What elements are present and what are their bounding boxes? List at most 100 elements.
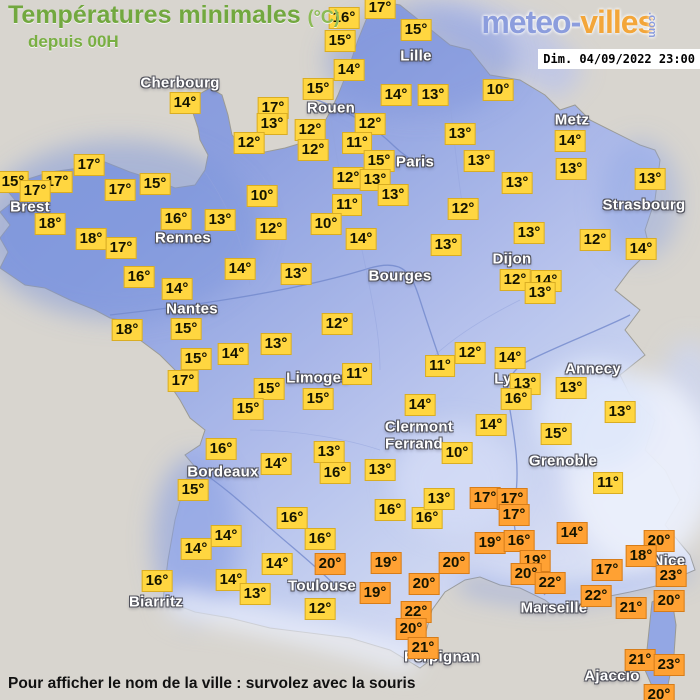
temp-badge[interactable]: 13° [256,113,288,135]
temp-badge[interactable]: 18° [34,213,66,235]
temp-badge[interactable]: 13° [634,168,666,190]
temp-badge[interactable]: 13° [239,583,271,605]
temp-badge[interactable]: 12° [297,139,329,161]
temp-badge[interactable]: 13° [430,234,462,256]
temp-badge[interactable]: 13° [204,209,236,231]
temp-badge[interactable]: 11° [332,194,362,216]
temp-badge[interactable]: 13° [313,441,345,463]
temp-badge[interactable]: 14° [625,238,657,260]
temp-badge[interactable]: 13° [501,172,533,194]
temp-badge[interactable]: 14° [169,92,201,114]
temp-badge[interactable]: 18° [625,545,657,567]
temp-badge[interactable]: 17° [591,559,623,581]
temp-badge[interactable]: 19° [370,552,402,574]
temp-badge[interactable]: 13° [555,377,587,399]
temp-badge[interactable]: 22° [580,585,612,607]
temp-badge[interactable]: 11° [593,472,623,494]
temp-badge[interactable]: 13° [359,169,391,191]
temp-badge[interactable]: 15° [540,423,572,445]
temp-badge[interactable]: 14° [260,453,292,475]
temp-badge[interactable]: 15° [302,388,334,410]
temp-badge[interactable]: 15° [139,173,171,195]
temp-badge[interactable]: 15° [180,348,212,370]
temp-badge[interactable]: 18° [111,319,143,341]
temp-badge[interactable]: 16° [304,528,336,550]
temp-badge[interactable]: 12° [579,229,611,251]
temp-badge[interactable]: 20° [643,684,675,700]
temp-badge[interactable]: 13° [260,333,292,355]
temp-badge[interactable]: 20° [653,590,685,612]
temp-badge[interactable]: 12° [499,269,531,291]
temp-badge[interactable]: 22° [534,572,566,594]
temp-badge[interactable]: 15° [232,398,264,420]
temp-badge[interactable]: 13° [604,401,636,423]
temp-badge[interactable]: 13° [444,123,476,145]
temp-badge[interactable]: 16° [411,507,443,529]
temp-badge[interactable]: 16° [328,7,360,29]
temp-badge[interactable]: 17° [364,0,396,19]
temp-badge[interactable]: 17° [19,180,51,202]
temp-badge[interactable]: 20° [438,552,470,574]
temp-badge[interactable]: 11° [342,363,372,385]
temp-badge[interactable]: 23° [653,654,685,676]
temp-badge[interactable]: 13° [463,150,495,172]
temp-badge[interactable]: 14° [556,522,588,544]
temp-badge[interactable]: 20° [408,573,440,595]
temp-badge[interactable]: 13° [417,84,449,106]
temp-badge[interactable]: 12° [294,119,326,141]
temp-badge[interactable]: 15° [170,318,202,340]
temp-badge[interactable]: 14° [180,538,212,560]
temp-badge[interactable]: 10° [246,185,278,207]
temp-badge[interactable]: 16° [123,266,155,288]
temp-badge[interactable]: 15° [177,479,209,501]
temp-badge[interactable]: 16° [374,499,406,521]
temp-badge[interactable]: 15° [324,30,356,52]
temp-badge[interactable]: 15° [302,78,334,100]
temp-badge[interactable]: 12° [233,132,265,154]
temp-badge[interactable]: 16° [319,462,351,484]
temp-badge[interactable]: 11° [425,355,455,377]
temp-badge[interactable]: 14° [404,394,436,416]
temp-badge[interactable]: 12° [255,218,287,240]
temp-badge[interactable]: 14° [224,258,256,280]
temp-badge[interactable]: 16° [160,208,192,230]
temp-badge[interactable]: 14° [161,278,193,300]
temp-badge[interactable]: 13° [423,488,455,510]
temp-badge[interactable]: 14° [215,569,247,591]
temp-badge[interactable]: 12° [321,313,353,335]
temp-badge[interactable]: 21° [615,597,647,619]
temp-badge[interactable]: 12° [304,598,336,620]
temp-badge[interactable]: 17° [167,370,199,392]
temp-badge[interactable]: 12° [454,342,486,364]
temp-badge[interactable]: 14° [333,59,365,81]
temp-badge[interactable]: 13° [524,282,556,304]
temp-badge[interactable]: 18° [75,228,107,250]
temp-badge[interactable]: 14° [494,347,526,369]
temp-badge[interactable]: 21° [624,649,656,671]
temp-badge[interactable]: 12° [354,113,386,135]
temp-badge[interactable]: 14° [217,343,249,365]
temp-badge[interactable]: 16° [205,438,237,460]
temp-badge[interactable]: 17° [104,179,136,201]
temp-badge[interactable]: 12° [447,198,479,220]
temp-badge[interactable]: 17° [105,237,137,259]
temp-badge[interactable]: 16° [500,388,532,410]
temp-badge[interactable]: 21° [407,637,439,659]
temp-badge[interactable]: 20° [314,553,346,575]
temp-badge[interactable]: 11° [342,132,372,154]
temp-badge[interactable]: 16° [141,570,173,592]
meteo-villes-logo[interactable]: meteo-villes .com [481,4,684,41]
temp-badge[interactable]: 14° [261,553,293,575]
temp-badge[interactable]: 20° [395,618,427,640]
temp-badge[interactable]: 14° [210,525,242,547]
temp-badge[interactable]: 13° [364,459,396,481]
temp-badge[interactable]: 16° [503,530,535,552]
temp-badge[interactable]: 19° [359,582,391,604]
temp-badge[interactable]: 14° [380,84,412,106]
temp-badge[interactable]: 13° [555,158,587,180]
temp-badge[interactable]: 10° [441,442,473,464]
temp-badge[interactable]: 17° [498,504,530,526]
temp-badge[interactable]: 13° [377,184,409,206]
temp-badge[interactable]: 13° [280,263,312,285]
temp-badge[interactable]: 23° [655,565,687,587]
